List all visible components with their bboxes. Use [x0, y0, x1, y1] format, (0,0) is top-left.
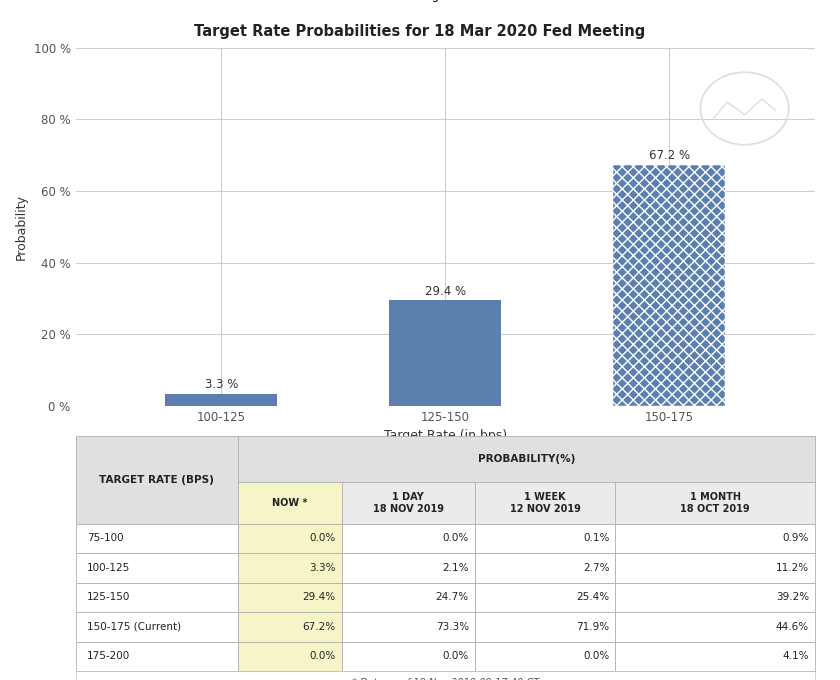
Text: Target Rate Probabilities for 18 Mar 2020 Fed Meeting: Target Rate Probabilities for 18 Mar 202…	[194, 24, 646, 39]
Text: * Data as of 19 Nov 2019 09:17:40 CT: * Data as of 19 Nov 2019 09:17:40 CT	[352, 678, 538, 680]
Bar	[76, 583, 239, 612]
Bar	[342, 642, 475, 671]
Bar	[76, 671, 815, 680]
Bar	[613, 165, 725, 406]
Text: 25.4%: 25.4%	[576, 592, 609, 602]
Bar	[475, 524, 615, 554]
Y-axis label: Probability: Probability	[15, 194, 28, 260]
Text: 100-125: 100-125	[87, 563, 130, 573]
Bar	[475, 554, 615, 583]
Bar	[239, 554, 342, 583]
Text: 0.9%: 0.9%	[783, 534, 809, 543]
Bar	[239, 524, 342, 554]
Bar	[76, 554, 239, 583]
Bar	[342, 482, 475, 524]
Text: 1 MONTH
18 OCT 2019: 1 MONTH 18 OCT 2019	[680, 492, 750, 514]
Bar	[615, 583, 815, 612]
Text: 1 WEEK
12 NOV 2019: 1 WEEK 12 NOV 2019	[510, 492, 580, 514]
Bar	[475, 482, 615, 524]
Text: 3.3 %: 3.3 %	[204, 378, 238, 391]
Text: NOW *: NOW *	[272, 498, 307, 508]
Bar	[76, 642, 239, 671]
Text: 4.1%: 4.1%	[782, 651, 809, 662]
Bar	[76, 612, 239, 642]
Text: 39.2%: 39.2%	[776, 592, 809, 602]
Text: 150-175 (Current): 150-175 (Current)	[87, 622, 181, 632]
Bar	[615, 612, 815, 642]
Bar	[475, 612, 615, 642]
Bar	[342, 524, 475, 554]
Bar	[165, 394, 277, 406]
Bar	[615, 554, 815, 583]
Text: 0.0%: 0.0%	[310, 534, 336, 543]
Bar	[76, 437, 239, 524]
Text: 0.0%: 0.0%	[583, 651, 609, 662]
Text: 175-200: 175-200	[87, 651, 130, 662]
Text: 0.0%: 0.0%	[443, 534, 469, 543]
Text: 67.2 %: 67.2 %	[648, 149, 690, 163]
Bar	[615, 642, 815, 671]
Bar	[475, 642, 615, 671]
Bar	[342, 554, 475, 583]
Text: 11.2%: 11.2%	[776, 563, 809, 573]
Text: 67.2%: 67.2%	[302, 622, 336, 632]
Text: 3.3%: 3.3%	[309, 563, 336, 573]
Text: 24.7%: 24.7%	[436, 592, 469, 602]
Text: 2.1%: 2.1%	[443, 563, 469, 573]
Bar	[615, 482, 815, 524]
Bar	[239, 437, 815, 482]
Text: 73.3%: 73.3%	[436, 622, 469, 632]
Text: 125-150: 125-150	[87, 592, 130, 602]
Text: 29.4%: 29.4%	[302, 592, 336, 602]
Text: 0.0%: 0.0%	[310, 651, 336, 662]
Legend: Current Target Rate of 150-175: Current Target Rate of 150-175	[340, 0, 550, 2]
Bar	[239, 583, 342, 612]
Text: TARGET RATE (BPS): TARGET RATE (BPS)	[99, 475, 214, 485]
Bar	[239, 642, 342, 671]
Text: 75-100: 75-100	[87, 534, 123, 543]
Text: 44.6%: 44.6%	[776, 622, 809, 632]
Text: 29.4 %: 29.4 %	[425, 285, 465, 298]
Bar	[239, 612, 342, 642]
Text: 71.9%: 71.9%	[576, 622, 609, 632]
Text: 1 DAY
18 NOV 2019: 1 DAY 18 NOV 2019	[373, 492, 444, 514]
Bar	[615, 524, 815, 554]
Bar	[342, 612, 475, 642]
Bar	[76, 524, 239, 554]
Bar	[475, 583, 615, 612]
Bar	[389, 301, 501, 406]
Text: 0.0%: 0.0%	[443, 651, 469, 662]
Text: PROBABILITY(%): PROBABILITY(%)	[478, 454, 575, 464]
Bar	[342, 583, 475, 612]
Text: 0.1%: 0.1%	[583, 534, 609, 543]
X-axis label: Target Rate (in bps): Target Rate (in bps)	[384, 429, 507, 442]
Bar	[239, 482, 342, 524]
Text: 2.7%: 2.7%	[583, 563, 609, 573]
